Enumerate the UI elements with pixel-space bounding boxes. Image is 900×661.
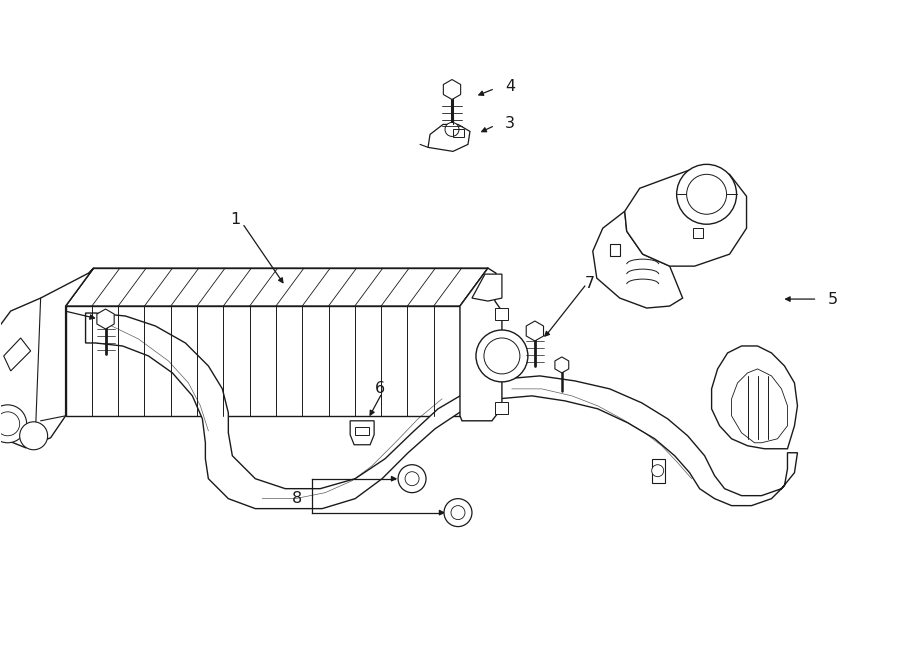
Polygon shape (0, 268, 94, 447)
Polygon shape (66, 306, 460, 416)
Polygon shape (97, 309, 114, 329)
Polygon shape (555, 357, 569, 373)
Polygon shape (526, 321, 544, 341)
Circle shape (484, 338, 520, 374)
Polygon shape (625, 167, 746, 266)
Polygon shape (4, 338, 31, 371)
Polygon shape (350, 421, 374, 445)
Text: 8: 8 (292, 491, 302, 506)
Circle shape (445, 122, 459, 136)
Circle shape (451, 506, 465, 520)
Text: 7: 7 (585, 276, 595, 291)
Polygon shape (610, 244, 620, 256)
Polygon shape (66, 268, 488, 306)
Circle shape (0, 412, 20, 436)
Polygon shape (652, 459, 665, 483)
Circle shape (476, 330, 528, 382)
Polygon shape (460, 268, 502, 421)
Polygon shape (356, 427, 369, 435)
Text: 1: 1 (230, 212, 240, 227)
Polygon shape (732, 369, 788, 443)
Polygon shape (495, 308, 508, 320)
Text: 6: 6 (375, 381, 385, 397)
Polygon shape (428, 124, 470, 151)
Polygon shape (444, 79, 461, 100)
Polygon shape (472, 274, 502, 301)
Polygon shape (712, 346, 797, 449)
Polygon shape (495, 402, 508, 414)
Circle shape (677, 165, 736, 224)
Text: 2: 2 (42, 301, 53, 317)
Text: 4: 4 (505, 79, 515, 94)
Polygon shape (693, 228, 703, 238)
Polygon shape (86, 313, 797, 508)
Circle shape (20, 422, 48, 449)
Polygon shape (593, 212, 682, 308)
Circle shape (687, 175, 726, 214)
Circle shape (0, 405, 27, 443)
Circle shape (398, 465, 426, 492)
Circle shape (405, 472, 419, 486)
Text: 3: 3 (505, 116, 515, 131)
Text: 5: 5 (827, 292, 838, 307)
Circle shape (652, 465, 663, 477)
Circle shape (444, 498, 472, 527)
